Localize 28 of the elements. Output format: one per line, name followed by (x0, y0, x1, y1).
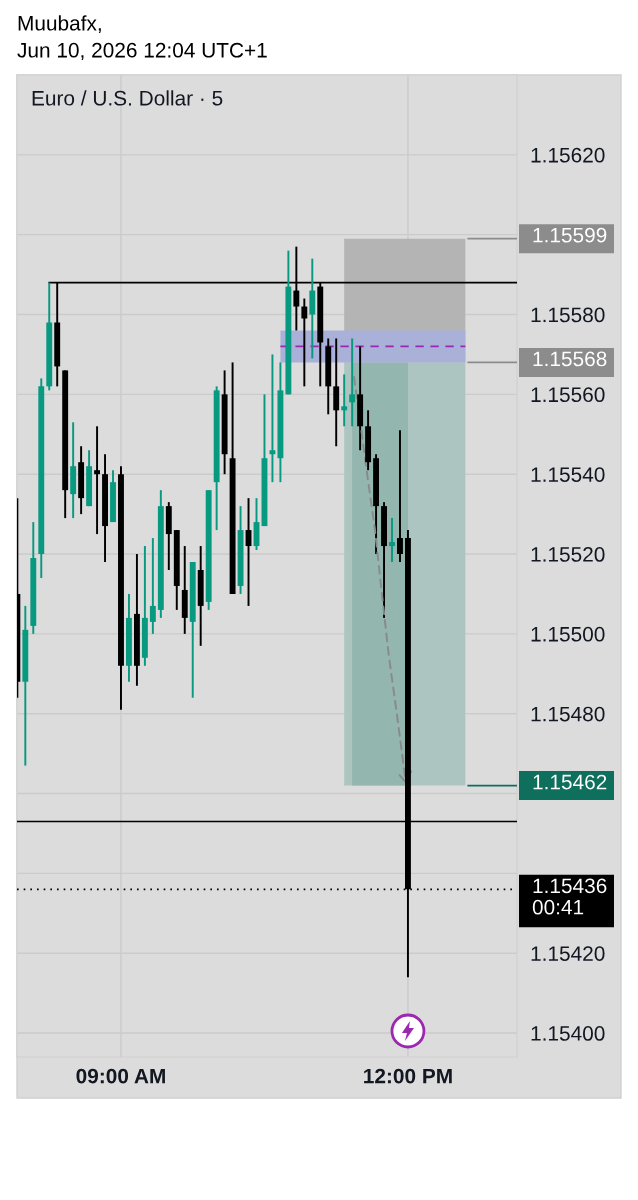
data-label: 1.15599 (533, 227, 607, 243)
y-tick-label: 1.15500 (531, 626, 605, 642)
candlestick (269, 353, 276, 484)
y-tick-label: 1.15400 (531, 1026, 605, 1041)
y-tick-label: 1.15560 (531, 387, 605, 403)
y-tick-label: 1.15480 (531, 706, 605, 722)
data-label: 1.15568 (533, 351, 607, 367)
candlestick (149, 537, 156, 635)
candlestick (341, 373, 348, 428)
candlestick (333, 337, 340, 448)
y-tick-label: 1.15420 (531, 946, 605, 961)
text: Euro / U.S. Dollar · 5 (32, 90, 223, 106)
candlestick (389, 517, 395, 563)
candlestick (397, 429, 403, 563)
text: Jun 10, 2026 12:04 UTC+1 (17, 42, 267, 61)
candlestick (349, 337, 356, 428)
text: Muubafx, (18, 15, 101, 34)
data-label: 1.15462 (533, 774, 607, 790)
x-tick-label: 12:00 PM (364, 1068, 452, 1084)
y-tick-label: 1.15620 (531, 147, 605, 163)
ref-line-label: 1.15436 00:41 (532, 878, 607, 915)
y-tick-label: 1.15580 (531, 307, 605, 323)
y-tick-label: 1.15520 (531, 547, 605, 562)
candlestick (94, 425, 101, 536)
y-tick-label: 1.15540 (531, 467, 605, 482)
candlestick (301, 297, 308, 388)
candlestick (309, 257, 316, 360)
x-tick-label: 09:00 AM (76, 1068, 165, 1084)
